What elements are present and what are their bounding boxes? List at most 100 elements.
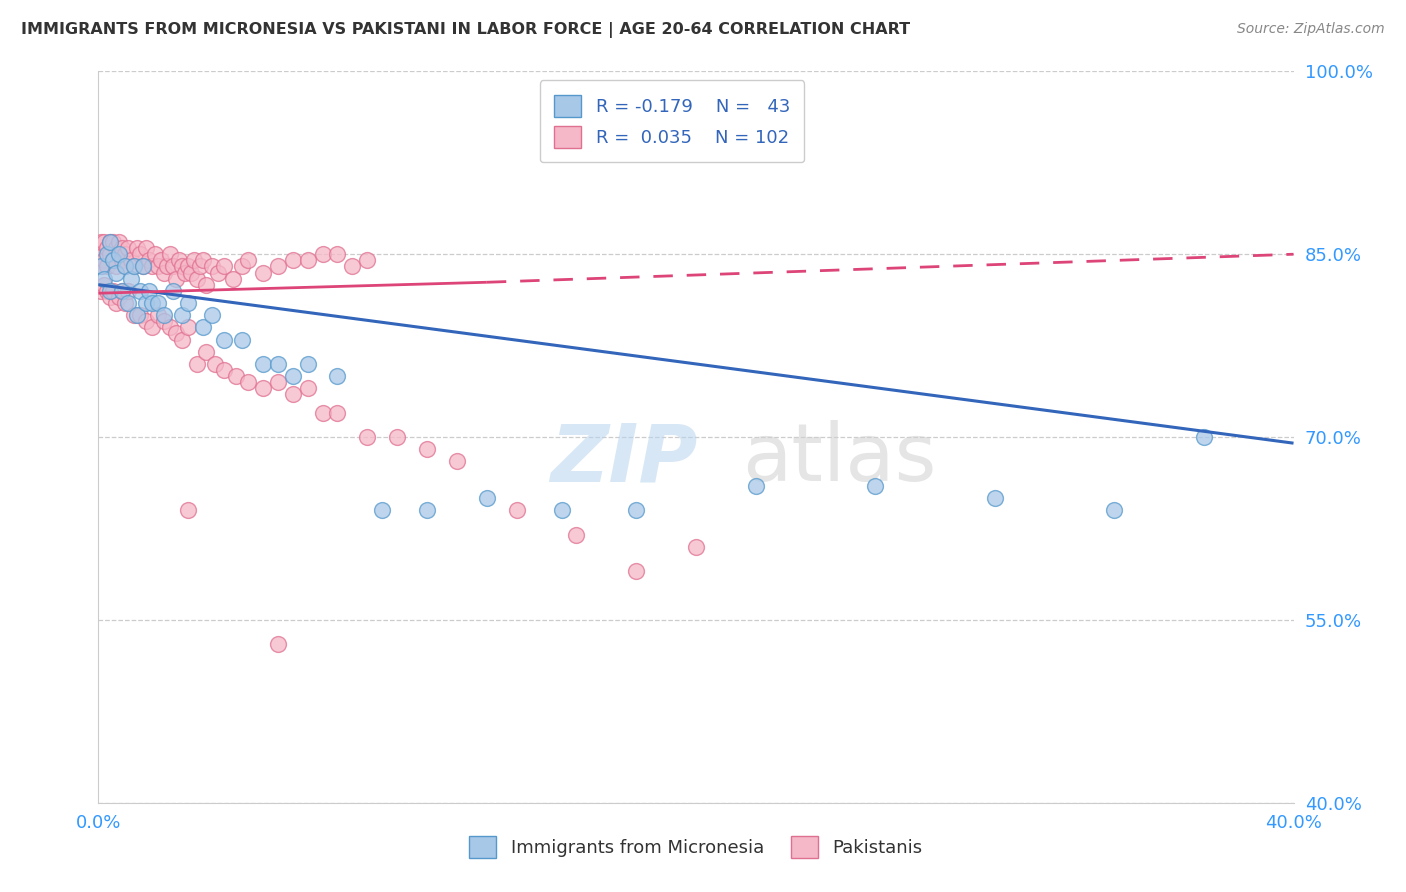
Point: [117, 241, 139, 255]
Point: [111, 241, 134, 255]
Point: [326, 406, 349, 420]
Point: [153, 314, 176, 328]
Point: [231, 333, 253, 347]
Point: [111, 284, 134, 298]
Point: [167, 253, 190, 268]
Point: [201, 260, 224, 274]
Point: [159, 247, 181, 261]
Point: [281, 253, 304, 268]
Text: atlas: atlas: [742, 420, 936, 498]
Point: [120, 253, 142, 268]
Point: [148, 260, 170, 274]
Point: [105, 241, 128, 255]
Point: [236, 376, 259, 390]
Point: [108, 235, 131, 249]
Point: [98, 284, 122, 298]
Point: [416, 442, 439, 457]
Point: [98, 247, 122, 261]
Point: [111, 253, 134, 268]
Point: [127, 241, 149, 255]
Point: [135, 314, 157, 328]
Point: [103, 284, 125, 298]
Point: [326, 369, 349, 384]
Point: [124, 308, 146, 322]
Point: [156, 260, 179, 274]
Point: [984, 491, 1007, 505]
Point: [191, 320, 214, 334]
Point: [281, 387, 304, 401]
Point: [195, 277, 218, 292]
Text: ZIP: ZIP: [551, 420, 697, 498]
Point: [186, 357, 208, 371]
Point: [180, 266, 202, 280]
Point: [162, 284, 184, 298]
Point: [129, 284, 152, 298]
Point: [506, 503, 529, 517]
Point: [252, 357, 274, 371]
Point: [174, 266, 197, 280]
Point: [356, 253, 378, 268]
Point: [105, 266, 128, 280]
Point: [267, 357, 290, 371]
Point: [311, 406, 333, 420]
Point: [114, 260, 136, 274]
Point: [162, 260, 184, 274]
Point: [204, 357, 226, 371]
Point: [90, 247, 112, 261]
Point: [129, 247, 152, 261]
Point: [297, 253, 319, 268]
Point: [108, 290, 131, 304]
Point: [297, 381, 319, 395]
Point: [475, 491, 498, 505]
Point: [103, 235, 125, 249]
Point: [212, 333, 235, 347]
Point: [446, 454, 468, 468]
Point: [96, 241, 118, 255]
Point: [90, 260, 112, 274]
Point: [172, 333, 194, 347]
Point: [114, 247, 136, 261]
Point: [98, 290, 122, 304]
Point: [117, 284, 139, 298]
Point: [111, 284, 134, 298]
Text: IMMIGRANTS FROM MICRONESIA VS PAKISTANI IN LABOR FORCE | AGE 20-64 CORRELATION C: IMMIGRANTS FROM MICRONESIA VS PAKISTANI …: [21, 22, 910, 38]
Point: [1104, 503, 1126, 517]
Point: [177, 260, 200, 274]
Point: [138, 253, 160, 268]
Point: [132, 260, 155, 274]
Point: [183, 253, 205, 268]
Point: [416, 503, 439, 517]
Point: [159, 320, 181, 334]
Point: [172, 308, 194, 322]
Point: [172, 260, 194, 274]
Point: [105, 296, 128, 310]
Point: [108, 247, 131, 261]
Point: [1192, 430, 1215, 444]
Point: [105, 260, 128, 274]
Point: [153, 266, 176, 280]
Point: [236, 253, 259, 268]
Point: [212, 363, 235, 377]
Point: [143, 247, 166, 261]
Point: [90, 235, 112, 249]
Point: [311, 247, 333, 261]
Point: [114, 296, 136, 310]
Point: [177, 320, 200, 334]
Point: [177, 503, 200, 517]
Point: [153, 308, 176, 322]
Point: [103, 253, 125, 268]
Point: [326, 247, 349, 261]
Point: [132, 260, 155, 274]
Point: [201, 308, 224, 322]
Legend: Immigrants from Micronesia, Pakistanis: Immigrants from Micronesia, Pakistanis: [460, 827, 932, 867]
Point: [281, 369, 304, 384]
Point: [177, 296, 200, 310]
Point: [93, 253, 115, 268]
Point: [93, 235, 115, 249]
Point: [148, 296, 170, 310]
Point: [96, 247, 118, 261]
Point: [212, 260, 235, 274]
Point: [225, 369, 247, 384]
Point: [120, 271, 142, 285]
Point: [165, 326, 187, 341]
